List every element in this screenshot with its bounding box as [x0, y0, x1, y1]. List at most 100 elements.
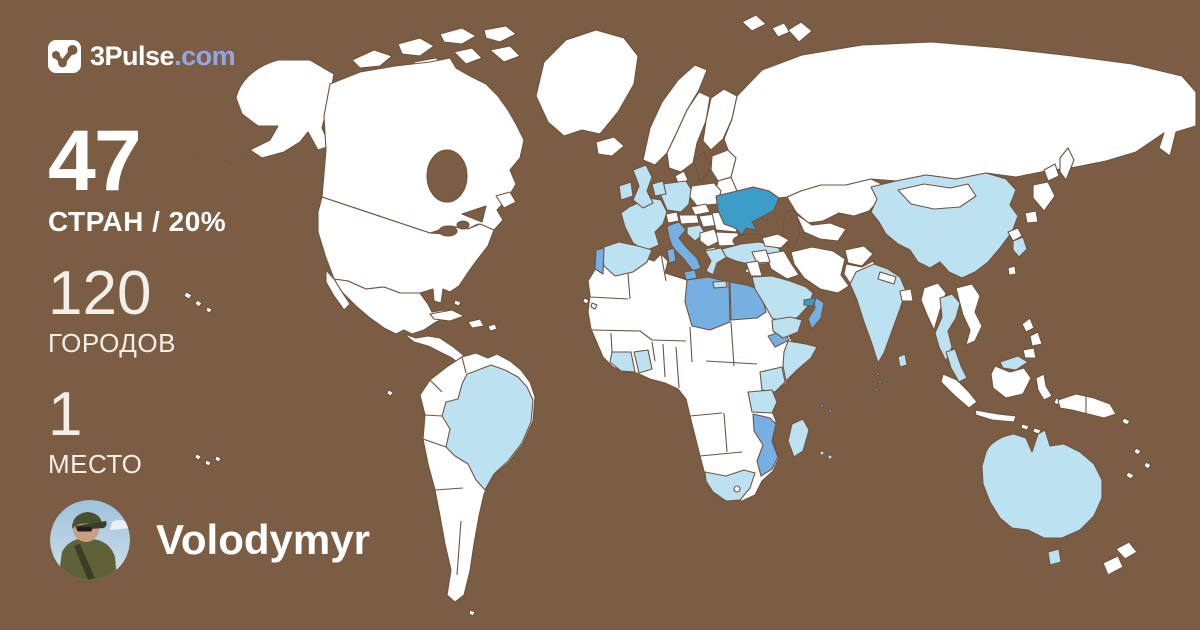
country-germany — [660, 180, 692, 213]
country-united-kingdom — [632, 164, 654, 209]
rank-label: МЕСТО — [48, 449, 143, 479]
country-india — [849, 263, 907, 364]
new-guinea — [1057, 393, 1117, 419]
country-mozambique — [752, 413, 779, 477]
border-line — [461, 356, 467, 374]
country-tanzania — [747, 389, 778, 414]
hawaii — [205, 306, 213, 314]
baja-california — [325, 269, 351, 311]
vanuatu — [1133, 447, 1142, 456]
country-greenland — [535, 29, 639, 137]
country-somalia — [782, 340, 818, 382]
sulawesi — [1035, 373, 1053, 401]
arctic-island — [397, 37, 435, 57]
brand-name: 3Pulse.com — [90, 41, 236, 72]
philippines — [1022, 347, 1037, 359]
country-kenya — [759, 366, 786, 393]
border-line — [699, 451, 743, 457]
country-italy — [666, 221, 702, 272]
user-block: Volodymyr — [50, 500, 370, 580]
mauritius — [819, 450, 825, 456]
philippines — [1029, 331, 1043, 347]
canary-islands — [582, 297, 590, 305]
border-line — [723, 412, 728, 453]
brand-logo[interactable]: 3Pulse.com — [48, 40, 236, 73]
polynesia — [204, 459, 212, 467]
countries-label: СТРАН / 20% — [48, 206, 227, 237]
hawaii — [194, 299, 203, 308]
avatar — [50, 500, 130, 580]
country-norway — [642, 64, 708, 166]
3pulse-logo-icon — [48, 40, 81, 73]
country-sardinia — [666, 247, 677, 264]
lesser-sunda — [1020, 423, 1030, 431]
country-yemen — [771, 316, 803, 339]
country-australia — [981, 429, 1103, 539]
sumatra — [940, 373, 978, 409]
country-serbia — [699, 228, 721, 248]
country-tasmania — [1047, 548, 1062, 566]
country-madagascar — [787, 418, 810, 458]
country-new-zealand — [1115, 541, 1138, 560]
maldives — [877, 379, 883, 385]
mauritius — [827, 454, 833, 460]
country-mongolia — [897, 183, 977, 210]
brand-name-text: 3Pulse — [90, 41, 175, 71]
arctic-island — [439, 27, 477, 45]
country-japan — [1043, 163, 1060, 182]
arctic-island — [453, 47, 483, 65]
svalbard — [771, 22, 791, 38]
svalbard — [741, 14, 767, 32]
border-line — [662, 343, 666, 378]
country-benelux — [651, 180, 667, 197]
st-lawrence-gulf — [461, 205, 487, 223]
country-czechia — [690, 203, 711, 216]
country-france — [620, 197, 668, 252]
fiji — [1143, 461, 1152, 470]
maldives — [874, 387, 880, 393]
great-lakes — [438, 225, 458, 237]
country-sri-lanka — [897, 353, 908, 368]
country-syria — [751, 249, 771, 264]
seychelles — [827, 408, 833, 414]
novaya-zemlya — [787, 21, 813, 43]
country-afghanistan — [844, 245, 874, 267]
country-nepal — [877, 271, 897, 285]
country-japan — [1024, 210, 1039, 224]
country-taiwan — [1007, 265, 1017, 276]
border-line — [424, 414, 443, 417]
caucasus — [761, 233, 790, 249]
country-malaysia-peninsula — [945, 348, 968, 383]
country-oman — [807, 294, 825, 330]
border-line — [610, 332, 613, 353]
country-ireland — [618, 181, 634, 201]
stat-countries: 47 СТРАН / 20% — [48, 118, 226, 238]
country-russia — [723, 41, 1197, 199]
island-dot — [453, 299, 462, 307]
border-line — [675, 346, 680, 389]
country-north-korea — [1007, 227, 1023, 242]
rank-count: 1 — [48, 380, 83, 449]
country-bangladesh — [899, 288, 914, 302]
canary-islands — [590, 302, 598, 310]
arctic-island — [483, 25, 517, 43]
country-iraq — [765, 250, 800, 280]
countries-count: 47 — [48, 113, 142, 209]
polynesia — [194, 453, 202, 461]
country-hispaniola — [467, 318, 485, 329]
country-japan — [1032, 181, 1056, 212]
baltic-sea — [693, 151, 713, 183]
user-name: Volodymyr — [156, 516, 370, 563]
border-line — [705, 360, 758, 365]
country-spain — [600, 241, 653, 277]
country-saudi-arabia — [751, 275, 814, 324]
country-south-africa — [704, 469, 756, 502]
country-iceland — [595, 136, 625, 157]
country-newfoundland — [495, 191, 517, 209]
border-line — [689, 326, 693, 363]
border-line — [429, 379, 443, 393]
country-myanmar — [920, 282, 947, 331]
left-panel: 3Pulse.com 47 СТРАН / 20% 120 ГОРОДОВ 1 … — [48, 0, 378, 630]
maldives — [875, 371, 881, 377]
